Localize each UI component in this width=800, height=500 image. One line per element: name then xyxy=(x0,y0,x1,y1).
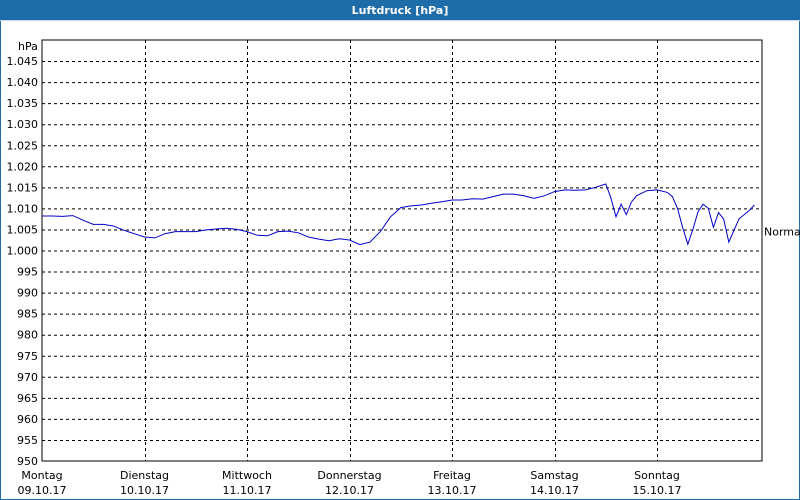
y-tick-label: 1.040 xyxy=(7,76,39,89)
y-tick-label: 980 xyxy=(17,329,38,342)
y-axis-ticks: 950 955 960 965 970 975 980 985 990 995 1.000 1.005… xyxy=(7,55,39,468)
x-tick-date-label: 13.10.17 xyxy=(428,484,477,497)
y-tick-label: 965 xyxy=(17,392,38,405)
y-tick-label: 1.025 xyxy=(7,139,39,152)
x-tick-day-label: Freitag xyxy=(433,469,471,482)
x-tick-date-label: 14.10.17 xyxy=(530,484,579,497)
y-tick-label: 1.030 xyxy=(7,118,39,131)
x-tick-day-label: Montag xyxy=(21,469,62,482)
x-tick-day-label: Mittwoch xyxy=(222,469,272,482)
y-tick-label: 970 xyxy=(17,371,38,384)
y-tick-label: 995 xyxy=(17,266,38,279)
reference-line-label: Normal xyxy=(764,226,800,239)
x-tick-date-label: 09.10.17 xyxy=(18,484,67,497)
x-tick-date-label: 11.10.17 xyxy=(223,484,272,497)
y-tick-label: 1.010 xyxy=(7,202,39,215)
title-bar: Luftdruck [hPa] xyxy=(0,0,800,21)
y-tick-label: 1.005 xyxy=(7,223,39,236)
chart-title: Luftdruck [hPa] xyxy=(351,4,449,17)
y-tick-label: 1.000 xyxy=(7,245,39,258)
y-tick-label: 1.035 xyxy=(7,97,39,110)
x-tick-date-label: 12.10.17 xyxy=(325,484,374,497)
y-tick-label: 990 xyxy=(17,287,38,300)
grid-lines xyxy=(42,40,762,461)
y-tick-label: 1.020 xyxy=(7,160,39,173)
x-tick-day-label: Dienstag xyxy=(120,469,169,482)
x-tick-date-label: 10.10.17 xyxy=(120,484,169,497)
y-tick-label: 1.015 xyxy=(7,181,39,194)
y-tick-label: 960 xyxy=(17,413,38,426)
y-tick-label: 975 xyxy=(17,350,38,363)
y-tick-label: 985 xyxy=(17,308,38,321)
y-tick-label: 950 xyxy=(17,455,38,468)
pressure-series-line xyxy=(42,183,755,246)
x-axis-ticks: Montag 09.10.17 Dienstag 10.10.17 Mittwoch 11… xyxy=(18,469,682,497)
y-tick-label: 1.045 xyxy=(7,55,39,68)
y-tick-label: 955 xyxy=(17,434,38,447)
x-tick-day-label: Donnerstag xyxy=(317,469,381,482)
x-tick-day-label: Samstag xyxy=(530,469,578,482)
x-tick-day-label: Sonntag xyxy=(634,469,680,482)
y-axis-unit-label: hPa xyxy=(18,40,38,53)
x-tick-date-label: 15.10.17 xyxy=(633,484,682,497)
